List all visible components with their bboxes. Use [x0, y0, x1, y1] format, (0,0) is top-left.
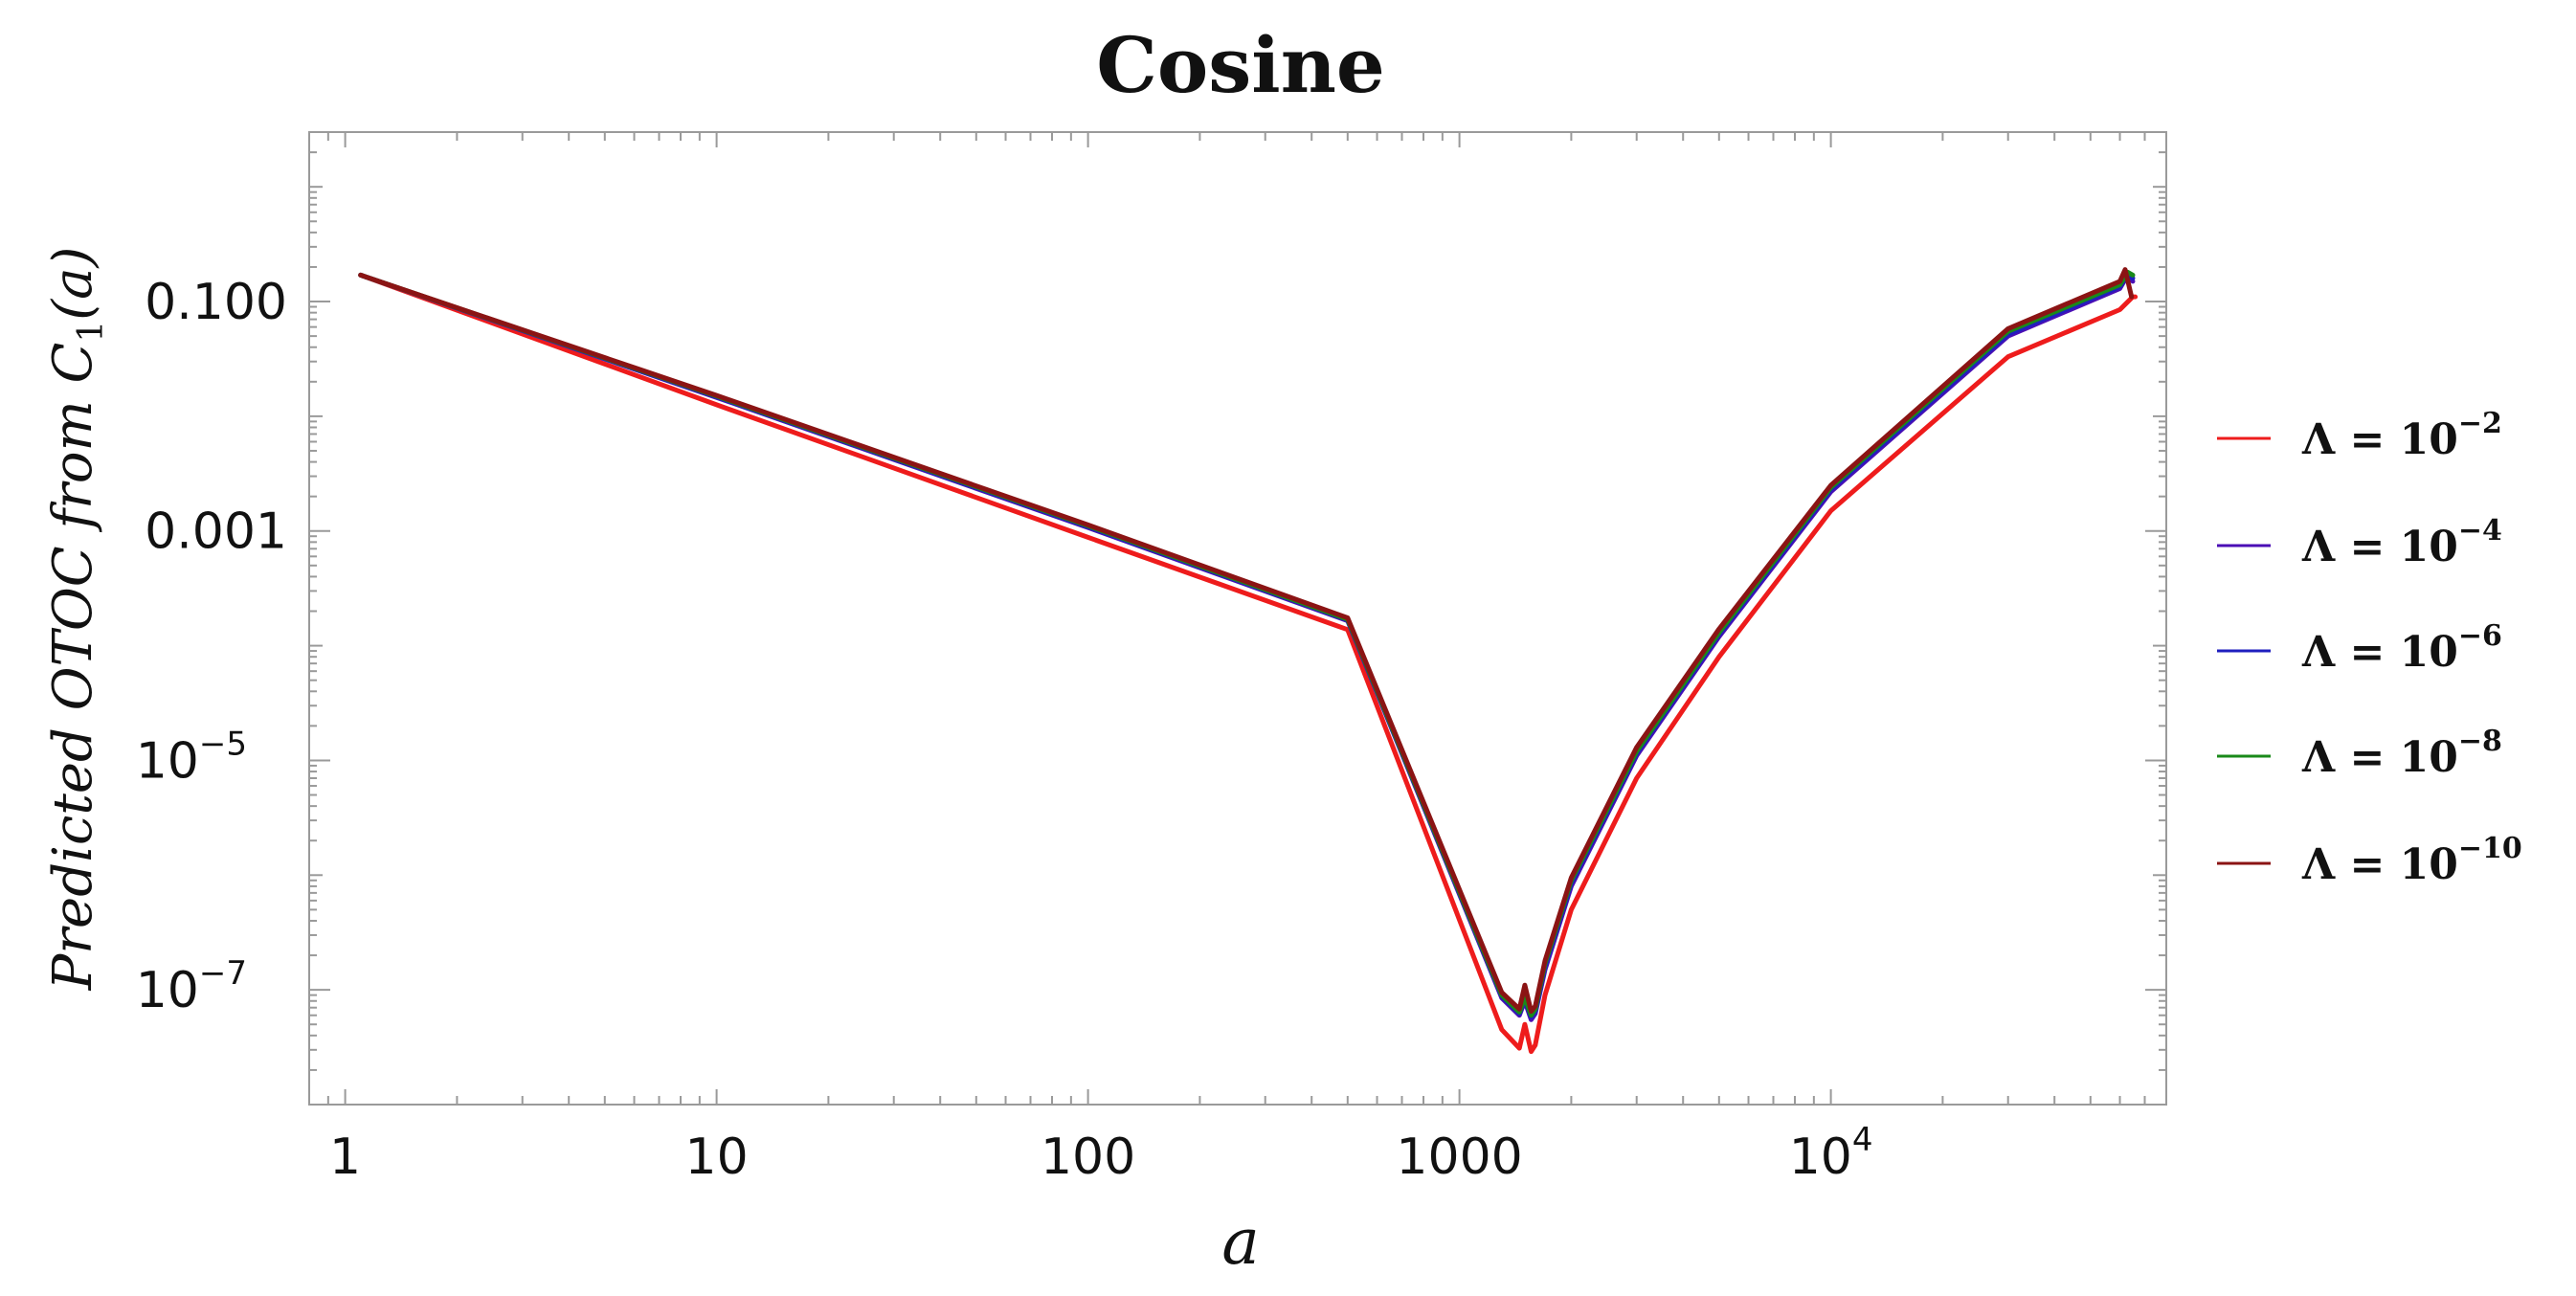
legend-label: Λ = 10−4 [2301, 514, 2502, 571]
y-tick-label: 10−7 [136, 954, 247, 1019]
x-tick-label: 104 [1789, 1121, 1873, 1186]
y-axis-tick-labels: 0.100 0.001 10−5 10−7 [136, 274, 287, 1019]
legend-label: Λ = 10−2 [2301, 407, 2502, 464]
series-lines [358, 267, 2139, 1055]
y-tick-label: 0.001 [145, 503, 287, 561]
chart-title: Cosine [1096, 20, 1385, 110]
x-tick-label: 1000 [1396, 1128, 1522, 1186]
series-line-4 [358, 269, 2136, 1018]
series-line-1 [358, 272, 2139, 1055]
y-axis-ticks [309, 131, 2166, 1106]
legend: Λ = 10−2 Λ = 10−4 Λ = 10−6 Λ = 10−8 Λ = 10−1… [2217, 407, 2522, 889]
x-tick-label: 1 [329, 1128, 361, 1186]
x-tick-label: 100 [1041, 1128, 1135, 1186]
series-line-2 [358, 272, 2136, 1022]
legend-label: Λ = 10−6 [2301, 619, 2502, 677]
x-axis-label: a [1221, 1205, 1259, 1279]
y-tick-label: 0.100 [145, 274, 287, 331]
legend-label: Λ = 10−10 [2301, 832, 2522, 889]
y-axis-label: Predicted OTOC from C1(a) [42, 247, 111, 992]
series-line-3 [358, 271, 2136, 1019]
plot-frame [308, 131, 2167, 1106]
legend-label: Λ = 10−8 [2301, 725, 2502, 782]
x-axis-ticks [308, 132, 2167, 1105]
x-axis-tick-labels: 1 10 100 1000 104 [329, 1121, 1872, 1186]
x-tick-label: 10 [685, 1128, 749, 1186]
y-tick-label: 10−5 [136, 725, 247, 790]
series-line-5 [358, 267, 2135, 1015]
